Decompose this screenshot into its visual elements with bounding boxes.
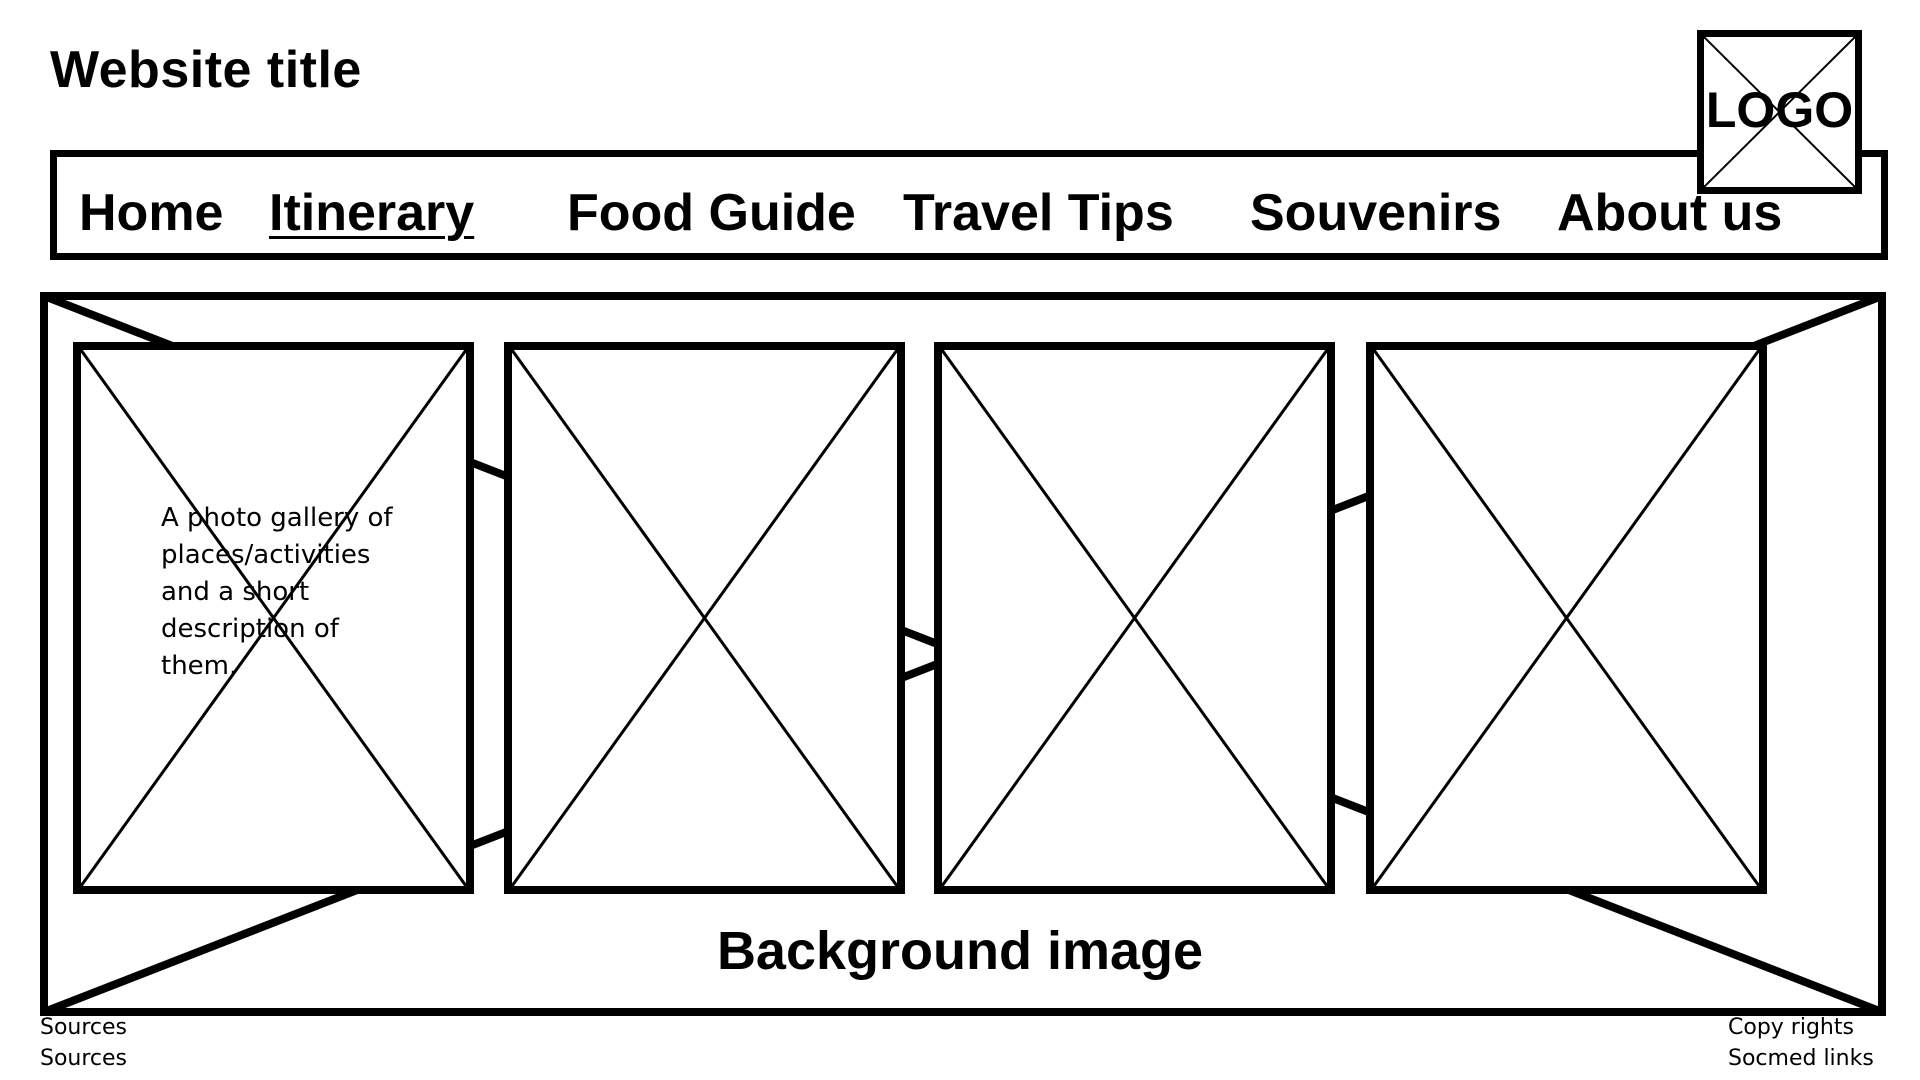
nav-item-food-guide[interactable]: Food Guide (567, 184, 856, 242)
main-navigation: Home Itinerary Food Guide Travel Tips So… (50, 150, 1888, 260)
gallery-photo-1[interactable]: A photo gallery of places/activities and… (73, 342, 474, 894)
gallery-description: A photo gallery of places/activities and… (161, 503, 393, 681)
footer-sources-link[interactable]: Sources (40, 1015, 128, 1040)
nav-item-itinerary[interactable]: Itinerary (269, 184, 475, 242)
nav-item-travel-tips[interactable]: Travel Tips (903, 184, 1174, 242)
footer-social-links[interactable]: Socmed links (1728, 1046, 1874, 1071)
gallery-photo-4[interactable] (1366, 342, 1767, 894)
image-placeholder-icon (1374, 350, 1759, 886)
background-image-label: Background image (716, 921, 1204, 981)
website-title: Website title (50, 41, 362, 99)
footer-copyright-text: Copy rights (1728, 1015, 1854, 1040)
image-placeholder-icon (512, 350, 897, 886)
nav-item-home[interactable]: Home (79, 184, 224, 242)
nav-item-souvenirs[interactable]: Souvenirs (1250, 184, 1502, 242)
logo-label: LOGO (1705, 82, 1854, 138)
image-placeholder-icon (1704, 37, 1855, 187)
footer-right: Copy rights Socmed links (1728, 1012, 1874, 1074)
gallery-photo-2[interactable] (504, 342, 905, 894)
gallery-photo-3[interactable] (934, 342, 1335, 894)
image-placeholder-icon (81, 350, 466, 886)
image-placeholder-icon (942, 350, 1327, 886)
footer-left: Sources Sources (40, 1012, 127, 1074)
photo-gallery-section (40, 292, 1886, 1016)
logo-placeholder[interactable]: LOGO (1697, 30, 1862, 194)
footer-sources-link[interactable]: Sources (40, 1046, 128, 1071)
